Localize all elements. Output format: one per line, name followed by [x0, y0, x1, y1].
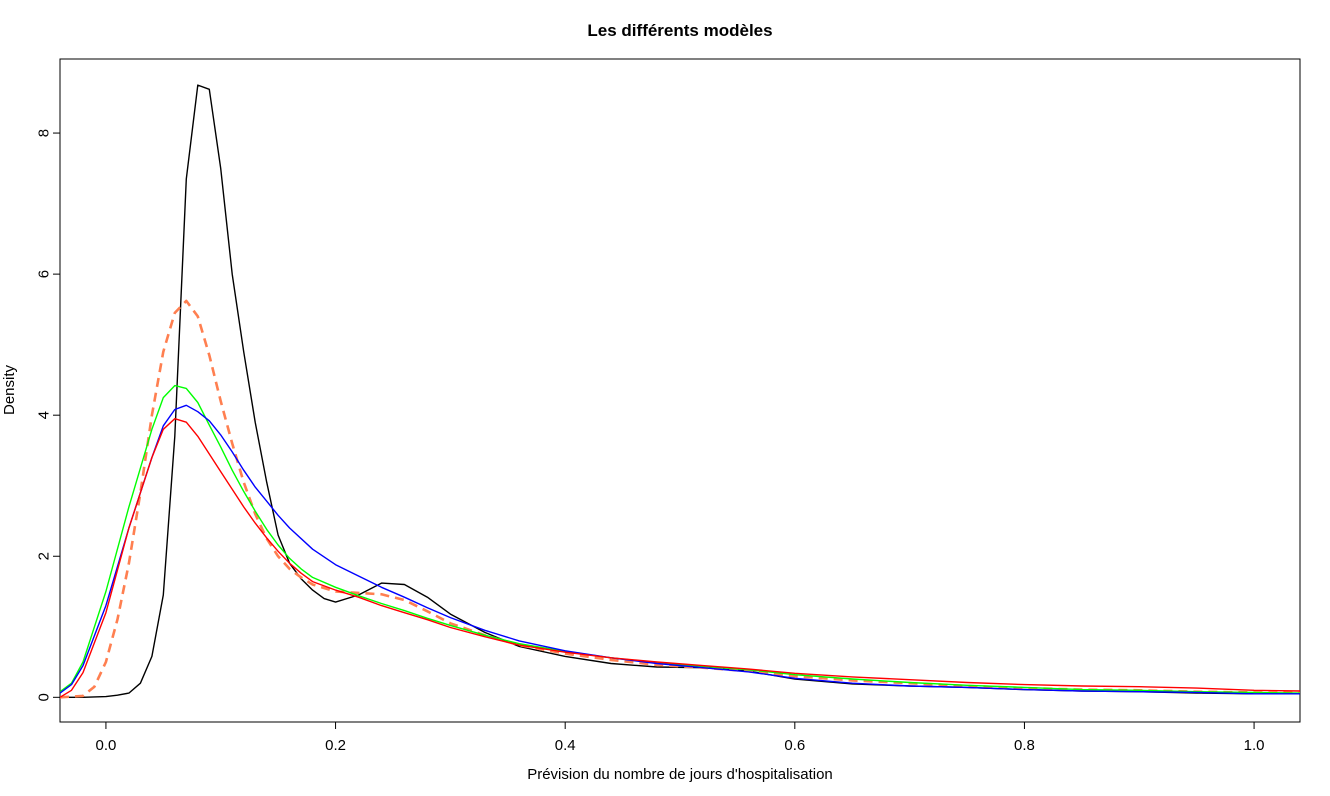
x-tick-label: 0.8 [1014, 737, 1035, 754]
series-layer [60, 84, 1300, 699]
y-tick-label: 8 [36, 129, 53, 137]
series-line-4 [60, 404, 1300, 695]
plot-frame [59, 58, 1301, 723]
chart-title: Les différents modèles [587, 21, 772, 40]
x-tick-label: 1.0 [1244, 737, 1265, 754]
y-axis-label: Density [1, 364, 18, 415]
y-axis: 0 2 4 6 8 [36, 129, 61, 701]
series-line-2 [60, 299, 1300, 699]
x-tick-label: 0.2 [325, 737, 346, 754]
y-tick-label: 4 [36, 411, 53, 419]
x-axis: 0.0 0.2 0.4 0.6 0.8 1.0 [95, 721, 1265, 754]
y-tick-label: 0 [36, 693, 53, 701]
y-tick-label: 2 [36, 552, 53, 560]
x-tick-label: 0.0 [95, 737, 116, 754]
x-axis-label: Prévision du nombre de jours d'hospitali… [527, 766, 833, 783]
x-tick-label: 0.6 [784, 737, 805, 754]
y-tick-label: 6 [36, 270, 53, 278]
series-line-1 [60, 84, 1300, 698]
series-line-5 [60, 418, 1300, 698]
x-tick-label: 0.4 [555, 737, 576, 754]
series-line-3 [60, 384, 1300, 694]
